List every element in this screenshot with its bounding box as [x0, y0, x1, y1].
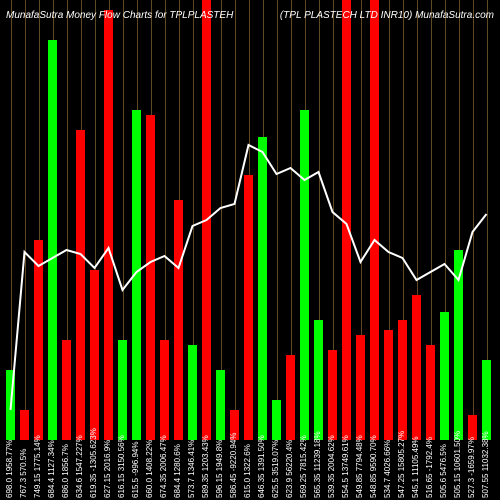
x-axis-label: 615.0 1322.6%: [243, 444, 252, 498]
x-axis-label: 646.35 1391.50%: [257, 435, 266, 498]
x-axis-label: 627.15 2016.9%: [103, 440, 112, 498]
x-axis-label: 505.6 5476.5%: [439, 444, 448, 498]
chart-title-right: (TPL PLASTECH LTD INR10) MunafaSutra.com: [280, 10, 494, 21]
x-axis-label: 623.9 56220.4%: [285, 440, 294, 498]
x-axis-label: 589.35 1203.43%: [201, 435, 210, 498]
x-axis-label: 527.3 -1659.97%: [467, 437, 476, 498]
chart-title-left: MunafaSutra Money Flow Charts for TPLPLA…: [6, 10, 233, 21]
x-axis-label: 749.15 1775.14%: [33, 435, 42, 498]
x-axis-label: 684.4 1280.6%: [173, 444, 182, 498]
overlay-line: [0, 0, 500, 440]
x-axis-label: 615.5 -996.94%: [131, 442, 140, 499]
x-axis-label: 507.55 11032.38%: [481, 431, 490, 498]
x-axis-label: 573.7 1346.41%: [187, 440, 196, 498]
x-axis-label: 554.5 13749.61%: [341, 435, 350, 498]
trend-line: [11, 145, 487, 410]
chart-container: MunafaSutra Money Flow Charts for TPLPLA…: [0, 0, 500, 500]
x-axis-label: 767.3 570.5%: [19, 449, 28, 498]
x-axis-label: 660.0 1408.22%: [145, 440, 154, 498]
x-axis-label: 534.7 4026.66%: [383, 440, 392, 498]
x-axis-label: 548.85 9590.70%: [369, 435, 378, 498]
x-axis-label: 698.0 1958.77%: [5, 440, 14, 498]
x-axis-label: 634.6 1547.227%: [75, 435, 84, 498]
x-axis-label: 625.5 3519.07%: [271, 440, 280, 498]
x-axis-label: 549.85 7794.48%: [355, 435, 364, 498]
x-axis-label: 674.35 2006.47%: [159, 435, 168, 498]
x-axis-label: 596.15 1949.8%: [215, 440, 224, 498]
x-axis-label: 547.25 15805.27%: [397, 431, 406, 498]
x-axis-label: 616.15 3150.56%: [117, 435, 126, 498]
x-axis-label: 684.4 1127.34%: [47, 440, 56, 498]
x-axis-label: 565.35 11239.18%: [313, 431, 322, 498]
x-axis-label: 569.25 7815.42%: [299, 435, 308, 498]
x-axis-label: 586.45 -9220.94%: [229, 433, 238, 498]
x-axis-label: 539.35 2004.62%: [327, 435, 336, 498]
x-axis-label: 505.15 10601.50%: [453, 431, 462, 498]
x-axis-label: 545.1 11105.49%: [411, 436, 420, 498]
x-axis-label: 686.0 1856.7%: [61, 444, 70, 498]
x-axis-label: 516.65 -1792.4%: [425, 437, 434, 498]
